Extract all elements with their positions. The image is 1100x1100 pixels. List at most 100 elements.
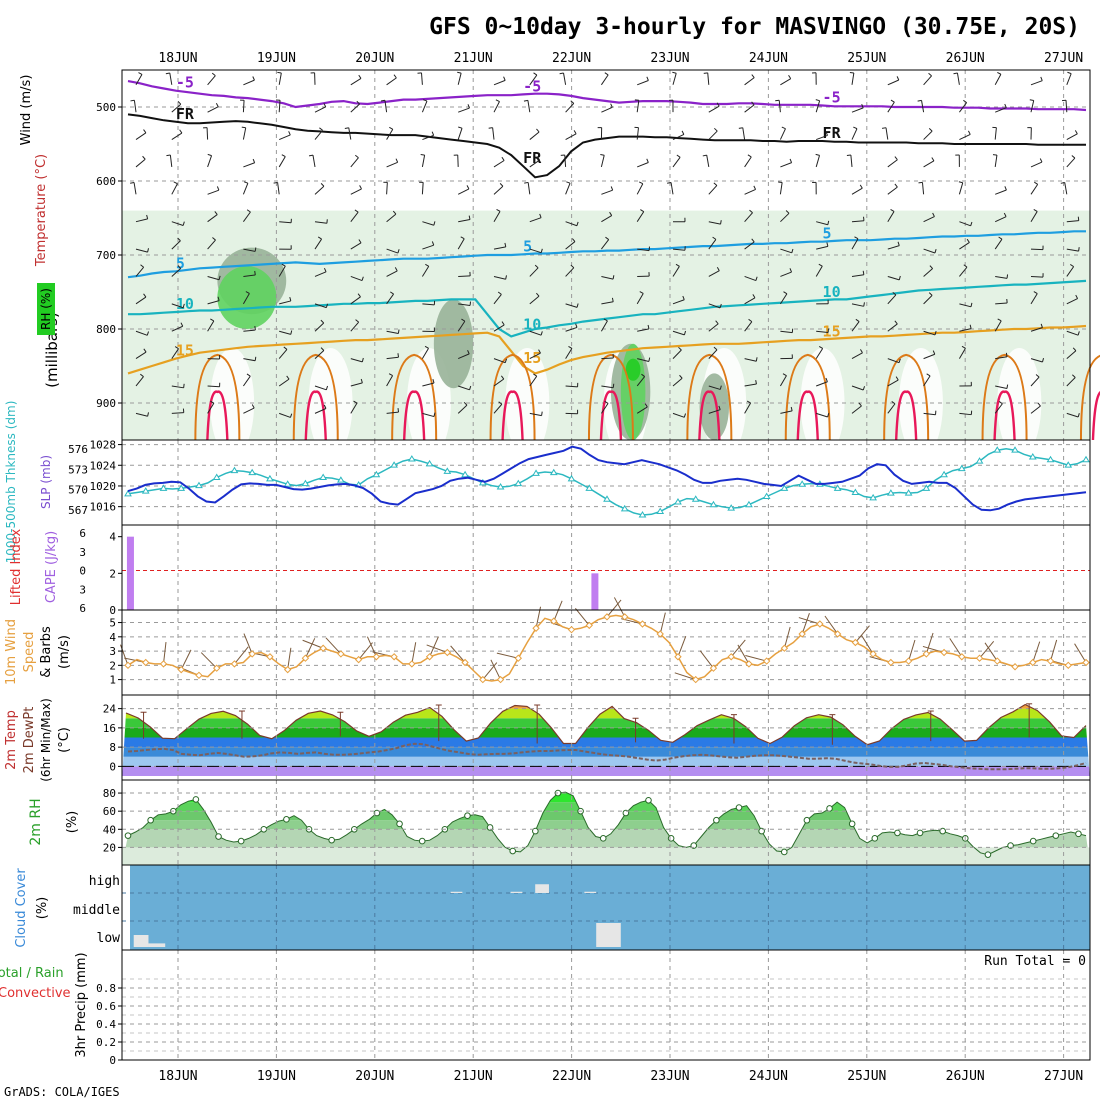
rh2m-marker <box>328 836 335 844</box>
wind10m-barb <box>450 645 466 663</box>
temp-band <box>122 756 1090 767</box>
wind-barb-flag <box>603 318 608 322</box>
wind-barb <box>851 405 862 414</box>
wind-barb-flag <box>241 126 246 129</box>
wind-barb <box>1065 100 1068 113</box>
wind-barb <box>706 155 710 168</box>
wind-barb <box>243 79 255 86</box>
wind-barb-flag <box>214 211 218 215</box>
wind-barb <box>279 330 291 335</box>
contour-label: 5 <box>176 254 185 272</box>
wind-barb <box>243 358 256 362</box>
wind10m-marker <box>230 660 239 668</box>
contour-label: 5 <box>523 237 532 255</box>
wind-barb <box>278 72 282 85</box>
wind-barb-flag <box>143 129 147 134</box>
wind-barb <box>421 182 424 195</box>
wind-barb-flag <box>174 346 179 350</box>
thickness-marker <box>266 474 274 482</box>
rh2m-marker <box>464 812 471 820</box>
wind-barb-flag <box>497 291 502 295</box>
wind-barb <box>672 412 685 418</box>
wind-barb-flag <box>892 291 897 296</box>
slp-axis-label: SLP (mb) <box>39 455 53 509</box>
wind-barb <box>171 412 184 414</box>
thickness-marker <box>177 484 186 491</box>
rh-patch-dark <box>699 373 730 441</box>
wind-barb-flag <box>173 181 178 185</box>
wind-barb <box>815 348 824 359</box>
wind-barb-flag <box>395 158 399 163</box>
wind-barb-flag <box>380 99 386 102</box>
wind-barb-flag <box>536 292 540 297</box>
warm-contour-lobe <box>883 353 930 441</box>
wind-barb <box>887 186 898 195</box>
wind10m-barb <box>180 649 192 670</box>
rh2m-marker <box>826 805 833 812</box>
wind-barb-flag <box>789 268 793 273</box>
rh-patch-bright <box>625 358 641 381</box>
wind10m-marker <box>514 654 523 662</box>
wind-barb <box>851 352 863 360</box>
wind-tick-label: 3 <box>109 645 116 658</box>
wind-barb <box>171 103 182 113</box>
wind-barb <box>171 221 184 226</box>
wind-barb-flag <box>146 331 150 336</box>
wind-barb-flag <box>675 263 680 267</box>
wind-barb-flag <box>961 345 966 349</box>
wind-barb-flag <box>1072 374 1076 378</box>
wind-barb <box>207 385 220 388</box>
wind-barb-flag <box>393 74 397 79</box>
wind-barb-flag <box>854 236 859 240</box>
wind-barb-flag <box>320 347 325 351</box>
slp-tick-label: 1020 <box>90 480 117 493</box>
wind-barb <box>278 100 281 113</box>
wind-barb-flag <box>815 99 820 102</box>
wind-barb-flag <box>425 263 430 267</box>
wind-barb <box>600 74 609 86</box>
wind-barb <box>637 358 649 362</box>
wind-barb <box>816 134 828 141</box>
wind-barb-flag <box>897 241 900 246</box>
thickness-marker <box>869 493 877 501</box>
wind-barb <box>458 385 470 391</box>
wind-barb <box>1030 293 1038 305</box>
wind-barb-flag <box>323 267 327 273</box>
wind10m-barb <box>243 633 253 655</box>
rh-clear-pocket <box>210 348 255 458</box>
hot-contour-lobe <box>894 390 918 441</box>
wind-barb <box>887 379 899 387</box>
wind-barb-flag <box>499 183 504 187</box>
wind-barb <box>815 265 823 277</box>
wind-barb-flag <box>934 330 937 336</box>
cloud-unit-label: (%) <box>35 897 50 920</box>
wind-barb <box>386 293 395 305</box>
wind-barb-flag <box>576 221 579 226</box>
thickness-marker <box>851 488 860 495</box>
date-label-top: 27JUN <box>1044 51 1083 66</box>
thickness-marker <box>301 479 310 487</box>
wind-barb <box>851 238 859 250</box>
wind-barb-flag <box>748 318 753 323</box>
wind-barb-flag <box>243 181 249 184</box>
wind-barb <box>994 403 1003 414</box>
warm-contour-lobe <box>292 353 339 441</box>
wind-barb-flag <box>246 209 251 213</box>
wind-barb <box>780 410 793 414</box>
wind-barb <box>565 385 578 388</box>
wind-barb <box>350 321 360 332</box>
wind10m-marker <box>301 654 310 662</box>
wind-barb <box>278 265 286 277</box>
wind-barb-flag <box>898 275 901 280</box>
wind-barb <box>169 72 173 85</box>
wind-barb-flag <box>360 378 363 383</box>
wind-barb <box>422 382 435 387</box>
wind-barb-flag <box>853 126 858 130</box>
wind-barb <box>565 303 578 308</box>
wind-barb <box>959 328 972 332</box>
wind-barb-flag <box>182 221 185 226</box>
cape-tick-label: 2 <box>109 567 116 580</box>
wind-barb <box>744 402 752 414</box>
wind-barb <box>672 377 683 387</box>
wind-barb <box>959 133 971 141</box>
